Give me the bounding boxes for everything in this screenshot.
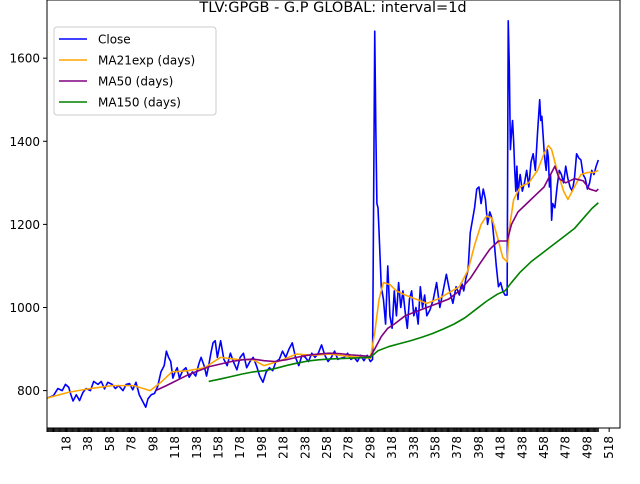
x-tick-label: 258 [320,436,334,459]
x-tick-label: 18 [60,436,74,451]
x-tick-label: 118 [168,436,182,459]
x-tick-label: 338 [407,436,421,459]
x-tick-label: 218 [277,436,291,459]
y-tick-label: 1600 [9,52,40,66]
x-tick-label: 438 [515,436,529,459]
legend: Close MA21exp (days) MA50 (days) MA150 (day… [53,26,217,116]
legend-label: MA50 (days) [98,75,173,89]
x-tick-label: 238 [298,436,312,459]
x-tick-label: 378 [450,436,464,459]
x-tick-label: 458 [537,436,551,459]
x-tick-label: 58 [103,436,117,451]
legend-box [53,26,217,116]
x-tick-label: 78 [125,436,139,451]
x-tick-label: 158 [211,436,225,459]
plot-area [47,19,600,409]
y-tick-label: 1400 [9,135,40,149]
chart-title: TLV:GPGB - G.P GLOBAL: interval=1d [198,0,466,16]
series-line-ma150-days [208,202,599,383]
legend-label: Close [98,33,131,47]
x-tick-label: 398 [472,436,486,459]
y-tick-label: 1200 [9,218,40,232]
x-tick-label: 418 [494,436,508,459]
x-tick-label: 298 [363,436,377,459]
x-tick-label: 198 [255,436,269,459]
legend-label: MA150 (days) [98,96,181,110]
x-tick-label: 478 [559,436,573,459]
x-tick-label: 138 [190,436,204,459]
x-axis: 18 38 58 78 98 118 138 158 178 198 218 238 258 278 298… [46,428,616,459]
x-tick-label: 38 [81,436,95,451]
series-line-ma50-days [155,165,599,392]
x-tick-label: 178 [233,436,247,459]
series-line-close [47,19,600,409]
y-tick-label: 800 [17,384,40,398]
x-tick-label: 98 [146,436,160,451]
legend-label: MA21exp (days) [98,54,195,68]
x-tick-label: 498 [580,436,594,459]
plot-frame [46,0,621,429]
x-tick-label: 318 [385,436,399,459]
y-tick-label: 1000 [9,301,40,315]
x-tick-label: 278 [342,436,356,459]
y-axis: 800 1000 1200 1400 1600 [9,52,47,398]
x-tick-label: 518 [602,436,616,459]
x-tick-label: 358 [429,436,443,459]
